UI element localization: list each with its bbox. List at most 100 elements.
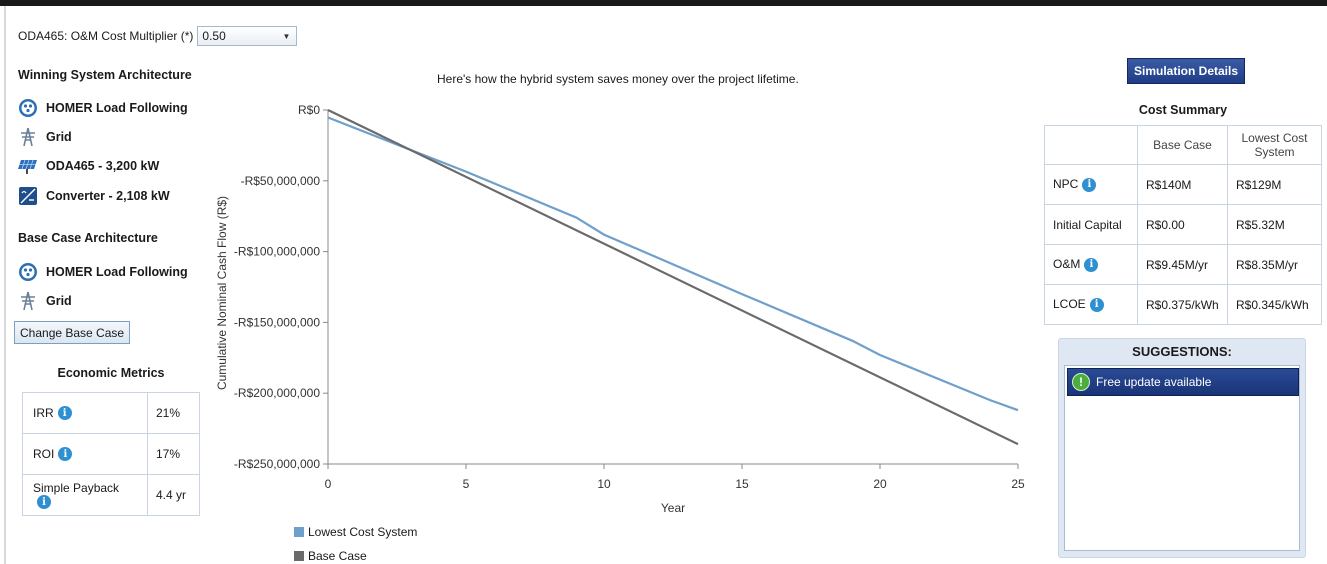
metric-label-cell: Simple Paybacki: [22, 474, 148, 516]
suggestions-list: ! Free update available: [1064, 365, 1300, 551]
cost-label: LCOE: [1053, 297, 1086, 312]
cost-summary-title: Cost Summary: [1138, 103, 1228, 117]
cost-base-value: R$140M: [1137, 164, 1228, 205]
cost-base-value: R$0.00: [1137, 204, 1228, 245]
legend-label: Base Case: [308, 549, 367, 563]
metric-label: ROI: [33, 446, 55, 461]
cost-base-value: R$9.45M/yr: [1137, 244, 1228, 285]
series-line-lowest-cost: [327, 116, 1019, 412]
info-icon[interactable]: i: [37, 495, 51, 510]
cost-lowest-value: R$0.345/kWh: [1227, 284, 1322, 325]
cost-label: O&M: [1053, 257, 1081, 272]
cost-label: NPC: [1053, 177, 1079, 192]
legend-label: Lowest Cost System: [308, 525, 418, 539]
om-multiplier-value: 0.50: [202, 29, 226, 43]
base-item-label: HOMER Load Following: [46, 265, 188, 279]
window-top-border: [0, 0, 1327, 6]
winning-item-label: Converter - 2,108 kW: [46, 189, 170, 203]
cost-lowest-value: R$5.32M: [1227, 204, 1322, 245]
chevron-down-icon: ▼: [282, 31, 291, 41]
header-base-case: Base Case: [1137, 125, 1228, 165]
cash-flow-chart: R$0 -R$50,000,000 -R$100,000,000 -R$150,000…: [215, 103, 1025, 515]
cost-base-value: R$0.375/kWh: [1137, 284, 1228, 325]
cost-summary-table: Base Case Lowest Cost System NPC i R$140M…: [1044, 125, 1322, 325]
table-row: Simple Paybacki 4.4 yr: [22, 474, 200, 516]
cost-label-cell: LCOE i: [1044, 284, 1138, 325]
y-tick-label: -R$200,000,000: [234, 386, 320, 400]
chart-caption: Here's how the hybrid system saves money…: [437, 72, 799, 86]
info-icon[interactable]: i: [1082, 177, 1097, 192]
table-row: LCOE i R$0.375/kWh R$0.345/kWh: [1044, 284, 1322, 325]
legend-item-lowest: Lowest Cost System: [294, 525, 417, 539]
exclamation-icon: !: [1072, 373, 1090, 391]
info-icon[interactable]: i: [1084, 257, 1099, 272]
series-line-base-case: [327, 109, 1019, 446]
cost-lowest-value: R$129M: [1227, 164, 1322, 205]
suggestion-item[interactable]: ! Free update available: [1067, 368, 1299, 396]
winning-item-label: ODA465 - 3,200 kW: [46, 159, 160, 173]
base-item-label: Grid: [46, 294, 72, 308]
metric-label: Simple Payback: [33, 480, 120, 495]
cost-label-cell: NPC i: [1044, 164, 1138, 205]
suggestions-title: SUGGESTIONS:: [1132, 344, 1232, 359]
om-multiplier-select[interactable]: 0.50 ▼: [197, 26, 298, 46]
table-row: IRR i 21%: [22, 392, 200, 434]
cost-lowest-value: R$8.35M/yr: [1227, 244, 1322, 285]
base-item-grid: Grid: [18, 290, 72, 312]
grid-tower-icon: [18, 127, 38, 147]
cost-label-cell: Initial Capital: [1044, 204, 1138, 245]
converter-icon: [18, 186, 38, 206]
winning-item-label: HOMER Load Following: [46, 101, 188, 115]
simulation-details-button[interactable]: Simulation Details: [1127, 58, 1246, 84]
y-tick-label: -R$150,000,000: [234, 315, 320, 329]
change-base-case-button[interactable]: Change Base Case: [14, 321, 131, 344]
left-divider: [4, 6, 6, 564]
winning-item-dispatch: HOMER Load Following: [18, 97, 188, 119]
x-tick-label: 15: [735, 477, 749, 491]
table-row: ROI i 17%: [22, 433, 200, 475]
table-row: Initial Capital R$0.00 R$5.32M: [1044, 204, 1322, 245]
table-header-row: Base Case Lowest Cost System: [1044, 125, 1322, 165]
cost-label: Initial Capital: [1053, 217, 1122, 232]
metric-label-cell: ROI i: [22, 433, 148, 475]
y-axis-label: Cumulative Nominal Cash Flow (R$): [215, 196, 229, 390]
y-tick-label: -R$250,000,000: [234, 457, 320, 471]
suggestions-panel: SUGGESTIONS: ! Free update available: [1058, 338, 1306, 558]
om-multiplier-row: ODA465: O&M Cost Multiplier (*) 0.50 ▼: [18, 26, 298, 46]
grid-tower-icon: [18, 291, 38, 311]
winning-item-pv: ODA465 - 3,200 kW: [18, 155, 159, 177]
base-architecture-title: Base Case Architecture: [18, 231, 158, 245]
legend-item-base: Base Case: [294, 549, 367, 563]
info-icon[interactable]: i: [58, 447, 73, 462]
legend-swatch-base: [294, 551, 304, 561]
info-icon[interactable]: i: [57, 406, 72, 421]
economic-metrics-title: Economic Metrics: [57, 366, 165, 380]
winning-item-label: Grid: [46, 130, 72, 144]
x-tick-label: 0: [325, 477, 332, 491]
winning-item-converter: Converter - 2,108 kW: [18, 185, 170, 207]
solar-panel-icon: [18, 156, 38, 176]
om-multiplier-label: ODA465: O&M Cost Multiplier (*): [18, 29, 194, 43]
cost-label-cell: O&M i: [1044, 244, 1138, 285]
y-tick-label: R$0: [298, 103, 320, 117]
x-axis-label: Year: [661, 501, 685, 515]
homer-dispatch-icon: [18, 262, 38, 282]
metric-value: 21%: [147, 392, 200, 434]
x-tick-label: 10: [597, 477, 611, 491]
y-tick-label: -R$50,000,000: [241, 174, 321, 188]
table-row: NPC i R$140M R$129M: [1044, 164, 1322, 205]
x-tick-label: 25: [1011, 477, 1025, 491]
table-row: O&M i R$9.45M/yr R$8.35M/yr: [1044, 244, 1322, 285]
info-icon[interactable]: i: [1089, 297, 1104, 312]
metric-value: 4.4 yr: [147, 474, 200, 516]
header-cell-empty: [1044, 125, 1138, 165]
metric-value: 17%: [147, 433, 200, 475]
winning-architecture-title: Winning System Architecture: [18, 68, 192, 82]
x-tick-label: 20: [873, 477, 887, 491]
suggestion-label: Free update available: [1096, 375, 1212, 389]
x-tick-label: 5: [463, 477, 470, 491]
homer-dispatch-icon: [18, 98, 38, 118]
base-item-dispatch: HOMER Load Following: [18, 261, 188, 283]
economic-metrics-table: IRR i 21% ROI i 17% Simple Paybacki 4.4 yr: [22, 392, 200, 516]
y-tick-label: -R$100,000,000: [234, 245, 320, 259]
